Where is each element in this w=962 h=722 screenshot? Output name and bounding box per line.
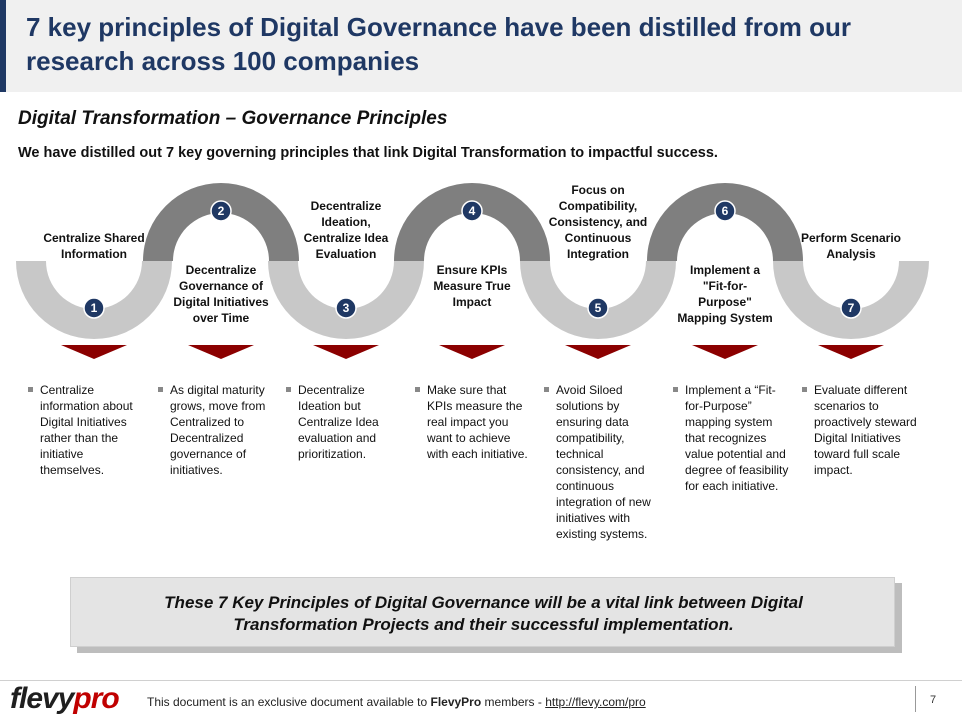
principle-number-4: 4: [469, 204, 476, 218]
down-arrow-4: [439, 345, 505, 359]
principle-label-1: Centralize Shared Information: [43, 231, 144, 261]
principle-number-7: 7: [848, 301, 855, 315]
down-arrow-1: [61, 345, 127, 359]
principle-badge-3: [335, 297, 357, 319]
flevypro-logo: flevypro: [10, 682, 120, 716]
down-arrow-2: [188, 345, 254, 359]
principle-bullet-4: Make sure that KPIs measure the real imp…: [415, 382, 535, 462]
callout-line-1: These 7 Key Principles of Digital Govern…: [164, 593, 803, 612]
bullet-square-icon: [673, 387, 678, 392]
bullet-square-icon: [286, 387, 291, 392]
principle-arc-6: [647, 183, 803, 261]
principle-badge-7: [840, 297, 862, 319]
bullet-text: Centralize information about Digital Ini…: [40, 383, 133, 477]
bullet-text: Decentralize Ideation but Centralize Ide…: [298, 383, 379, 461]
principle-badge-1: [83, 297, 105, 319]
principle-number-6: 6: [722, 204, 729, 218]
footer-brand: FlevyPro: [430, 695, 482, 709]
down-arrow-7: [818, 345, 884, 359]
principle-bullet-7: Evaluate different scenarios to proactiv…: [802, 382, 922, 478]
principle-label-4: Ensure KPIs Measure True Impact: [433, 263, 511, 309]
principle-arc-4: [394, 183, 550, 261]
principle-arc-1: [16, 261, 172, 339]
callout-box: These 7 Key Principles of Digital Govern…: [70, 577, 895, 647]
principle-arc-5: [520, 261, 676, 339]
bullet-square-icon: [802, 387, 807, 392]
bullet-text: Implement a “Fit-for-Purpose” mapping sy…: [685, 383, 789, 493]
page-number: 7: [930, 694, 937, 706]
logo-flevy: flevy: [10, 682, 74, 715]
callout-text: These 7 Key Principles of Digital Govern…: [71, 592, 896, 636]
principle-bullet-3: Decentralize Ideation but Centralize Ide…: [286, 382, 406, 462]
down-arrow-3: [313, 345, 379, 359]
footer-text: This document is an exclusive document a…: [147, 695, 646, 709]
logo-pro: pro: [73, 682, 119, 715]
intro-text: We have distilled out 7 key governing pr…: [18, 145, 718, 161]
bullet-square-icon: [544, 387, 549, 392]
principle-number-2: 2: [218, 204, 225, 218]
principle-bullet-5: Avoid Siloed solutions by ensuring data …: [544, 382, 664, 542]
principle-badge-6: [714, 200, 736, 222]
bullet-text: Make sure that KPIs measure the real imp…: [427, 383, 528, 461]
down-arrow-5: [565, 345, 631, 359]
title-accent-bar: [0, 0, 6, 92]
principle-label-2: Decentralize Governance of Digital Initiat…: [173, 263, 269, 325]
section-subtitle: Digital Transformation – Governance Prin…: [18, 108, 448, 129]
page-title: 7 key principles of Digital Governance h…: [26, 12, 852, 76]
footer-page-divider: [915, 686, 916, 712]
footer-text-before: This document is an exclusive document a…: [147, 695, 431, 709]
bullet-text: Evaluate different scenarios to proactiv…: [814, 383, 917, 477]
principle-bullet-6: Implement a “Fit-for-Purpose” mapping sy…: [673, 382, 793, 494]
footer-divider-line: [0, 680, 962, 681]
bullet-square-icon: [28, 387, 33, 392]
principle-arc-3: [268, 261, 424, 339]
principle-label-7: Perform Scenario Analysis: [801, 231, 901, 261]
callout-line-2: Transformation Projects and their succes…: [233, 615, 734, 634]
principle-bullet-1: Centralize information about Digital Ini…: [28, 382, 148, 478]
principle-badge-5: [587, 297, 609, 319]
principle-number-5: 5: [595, 301, 602, 315]
bullet-square-icon: [158, 387, 163, 392]
principle-label-5: Focus on Compatibility, Consistency, and Co…: [549, 183, 647, 261]
principle-arc-2: [143, 183, 299, 261]
principle-label-6: Implement a "Fit-for-Purpose" Mapping Syst…: [677, 263, 772, 325]
principle-badge-2: [210, 200, 232, 222]
principles-wave-diagram: 1 Centralize Shared Information 2 Decentrali…: [16, 183, 929, 359]
bullet-text: As digital maturity grows, move from Cen…: [170, 383, 266, 477]
footer-text-middle: members -: [481, 695, 546, 709]
principle-arc-7: [773, 261, 929, 339]
principle-badge-4: [461, 200, 483, 222]
principle-number-3: 3: [343, 301, 350, 315]
down-arrow-6: [692, 345, 758, 359]
title-bar: 7 key principles of Digital Governance h…: [0, 0, 962, 92]
bullet-square-icon: [415, 387, 420, 392]
principle-label-3: Decentralize Ideation, Centralize Idea Eval…: [304, 199, 389, 261]
principle-bullet-2: As digital maturity grows, move from Cen…: [158, 382, 278, 478]
principle-number-1: 1: [91, 301, 98, 315]
bullet-text: Avoid Siloed solutions by ensuring data …: [556, 383, 651, 541]
footer-link[interactable]: http://flevy.com/pro: [545, 695, 646, 709]
